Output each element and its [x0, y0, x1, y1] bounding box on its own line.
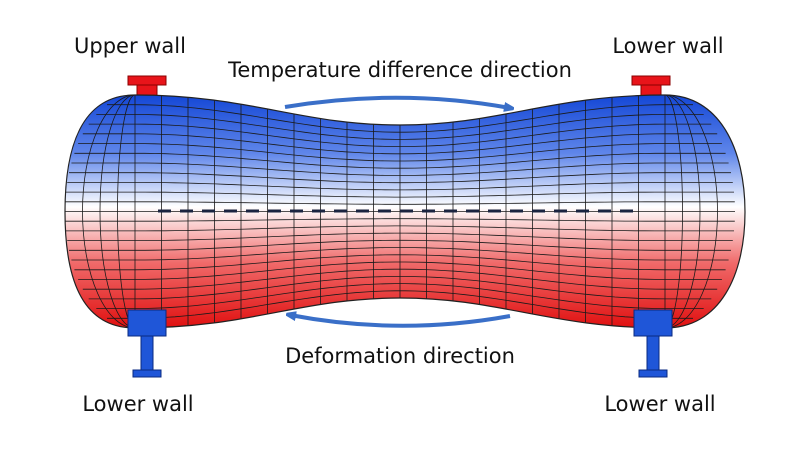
mesh-line [664, 95, 718, 328]
temperature-arrow [284, 95, 510, 108]
bottom-support [127, 309, 673, 378]
support-label: Lower wall [612, 34, 723, 58]
mesh-line [664, 95, 701, 328]
deformation-arrow [290, 315, 511, 328]
mesh-line [117, 95, 136, 328]
arrow-label: Temperature difference direction [227, 58, 572, 82]
mesh-line [82, 95, 136, 328]
arrow-label: Deformation direction [285, 344, 515, 368]
support-label: Lower wall [82, 392, 193, 416]
mesh-line [99, 95, 136, 328]
support-label: Upper wall [74, 34, 186, 58]
support-label: Lower wall [604, 392, 715, 416]
mesh-line [664, 95, 683, 328]
